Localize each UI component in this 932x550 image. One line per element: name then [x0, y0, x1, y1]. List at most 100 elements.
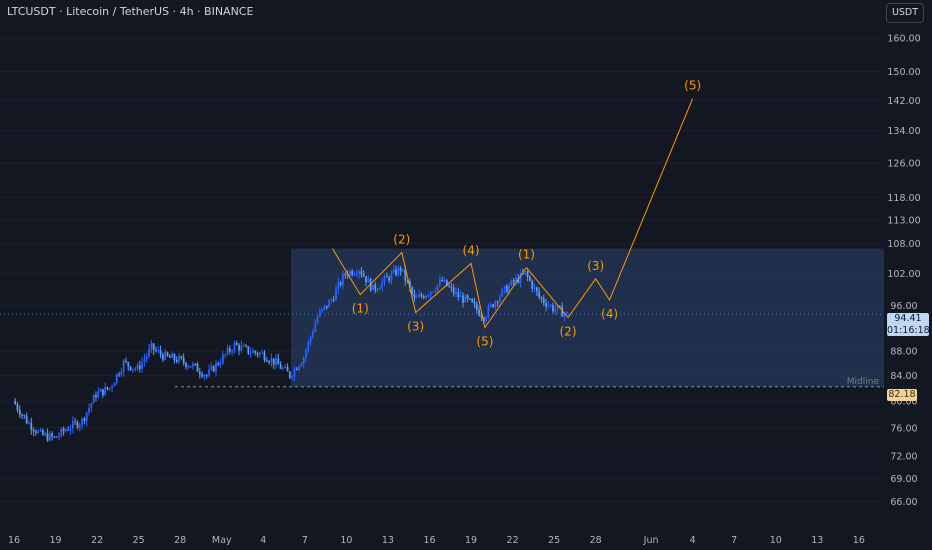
candle-body — [115, 374, 118, 383]
price-tick-label: 102.00 — [887, 269, 920, 280]
candle-body — [328, 300, 330, 308]
candle-body — [390, 272, 393, 281]
candle-body — [65, 429, 67, 432]
candle-body — [32, 429, 35, 432]
candle-body — [468, 298, 471, 300]
candle-body — [339, 282, 342, 285]
candle-body — [381, 281, 384, 288]
candle-body — [129, 366, 132, 371]
candle-body — [549, 305, 552, 307]
candle-body — [205, 375, 208, 377]
candle-body — [443, 279, 446, 282]
candle-body — [69, 428, 72, 431]
candle-body — [282, 367, 284, 369]
candle-body — [215, 362, 217, 372]
range-box — [291, 248, 884, 387]
candle-body — [247, 346, 250, 354]
candle-body — [494, 301, 497, 308]
time-tick-label: Jun — [643, 535, 659, 546]
candle-body — [226, 348, 229, 355]
candle-body — [291, 376, 294, 378]
elliott-wave-path — [332, 98, 694, 329]
candle-body — [106, 386, 109, 390]
candle-body — [489, 304, 492, 307]
candle-body — [429, 291, 432, 296]
candle-body — [164, 352, 167, 360]
price-tick-label: 80.00 — [890, 396, 917, 407]
candle-body — [466, 295, 469, 299]
time-tick-label: 10 — [770, 535, 782, 546]
candle-body — [455, 292, 457, 294]
midline-price-badge: 82.18 — [887, 389, 917, 401]
candle-body — [554, 309, 557, 312]
candle-body — [168, 355, 171, 358]
candle-body — [316, 316, 319, 324]
candle-body — [14, 400, 17, 405]
candle-body — [265, 360, 268, 362]
price-tick-label: 113.00 — [887, 216, 920, 227]
price-tick-label: 118.00 — [887, 193, 920, 204]
candle-body — [295, 368, 298, 370]
candle-body — [406, 280, 409, 282]
candle-body — [95, 394, 97, 398]
candle-body — [459, 295, 462, 297]
candle-body — [318, 311, 321, 317]
candle-body — [39, 430, 42, 432]
candle-body — [37, 430, 40, 433]
currency-button[interactable]: USDT — [886, 3, 924, 23]
candle-body — [533, 287, 536, 289]
candle-body — [217, 362, 220, 365]
current-price: 94.41 — [894, 313, 922, 324]
candle-body — [222, 354, 224, 364]
wave-label: (2) — [560, 325, 577, 339]
candle-body — [300, 363, 303, 367]
candle-body — [92, 394, 95, 404]
candle-body — [104, 386, 107, 396]
candle-body — [425, 295, 427, 298]
candle-body — [35, 431, 37, 433]
price-tick-label: 126.00 — [887, 158, 920, 169]
candle-body — [18, 409, 21, 415]
candle-body — [415, 296, 418, 298]
candle-body — [62, 428, 65, 432]
time-tick-label: 19 — [465, 535, 477, 546]
symbol-title[interactable]: LTCUSDT · Litecoin / TetherUS · 4h · BIN… — [7, 5, 254, 18]
candle-body — [438, 279, 441, 285]
candle-body — [185, 362, 187, 367]
candle-body — [298, 366, 300, 370]
candle-body — [392, 269, 395, 273]
candle-body — [496, 301, 499, 303]
candle-body — [323, 305, 326, 309]
midline-label: Midline — [847, 377, 880, 387]
price-tick-label: 88.00 — [890, 346, 917, 357]
candle-body — [314, 323, 317, 332]
price-tick-label: 160.00 — [887, 33, 920, 44]
wave-label: (3) — [587, 259, 604, 273]
candle-body — [279, 364, 282, 369]
candle-body — [212, 365, 215, 372]
candle-body — [505, 286, 508, 293]
candle-body — [161, 354, 164, 360]
candle-body — [51, 433, 53, 437]
candle-body — [67, 429, 70, 431]
price-tick-label: 142.00 — [887, 96, 920, 107]
candle-body — [233, 342, 236, 352]
candle-body — [108, 388, 111, 390]
candle-body — [388, 277, 391, 281]
candle-body — [148, 348, 150, 356]
candle-body — [76, 421, 79, 428]
candle-body — [307, 341, 310, 351]
candle-body — [171, 354, 174, 358]
candle-body — [88, 407, 90, 413]
candle-body — [526, 271, 529, 277]
candle-body — [263, 352, 266, 361]
candle-body — [219, 363, 222, 365]
time-tick-label: 28 — [590, 535, 602, 546]
time-tick-label: 7 — [731, 535, 737, 546]
time-tick-label: 16 — [853, 535, 865, 546]
wave-label: (1) — [352, 302, 369, 316]
candle-body — [441, 279, 444, 282]
candle-body — [71, 421, 74, 429]
candle-body — [23, 414, 26, 417]
